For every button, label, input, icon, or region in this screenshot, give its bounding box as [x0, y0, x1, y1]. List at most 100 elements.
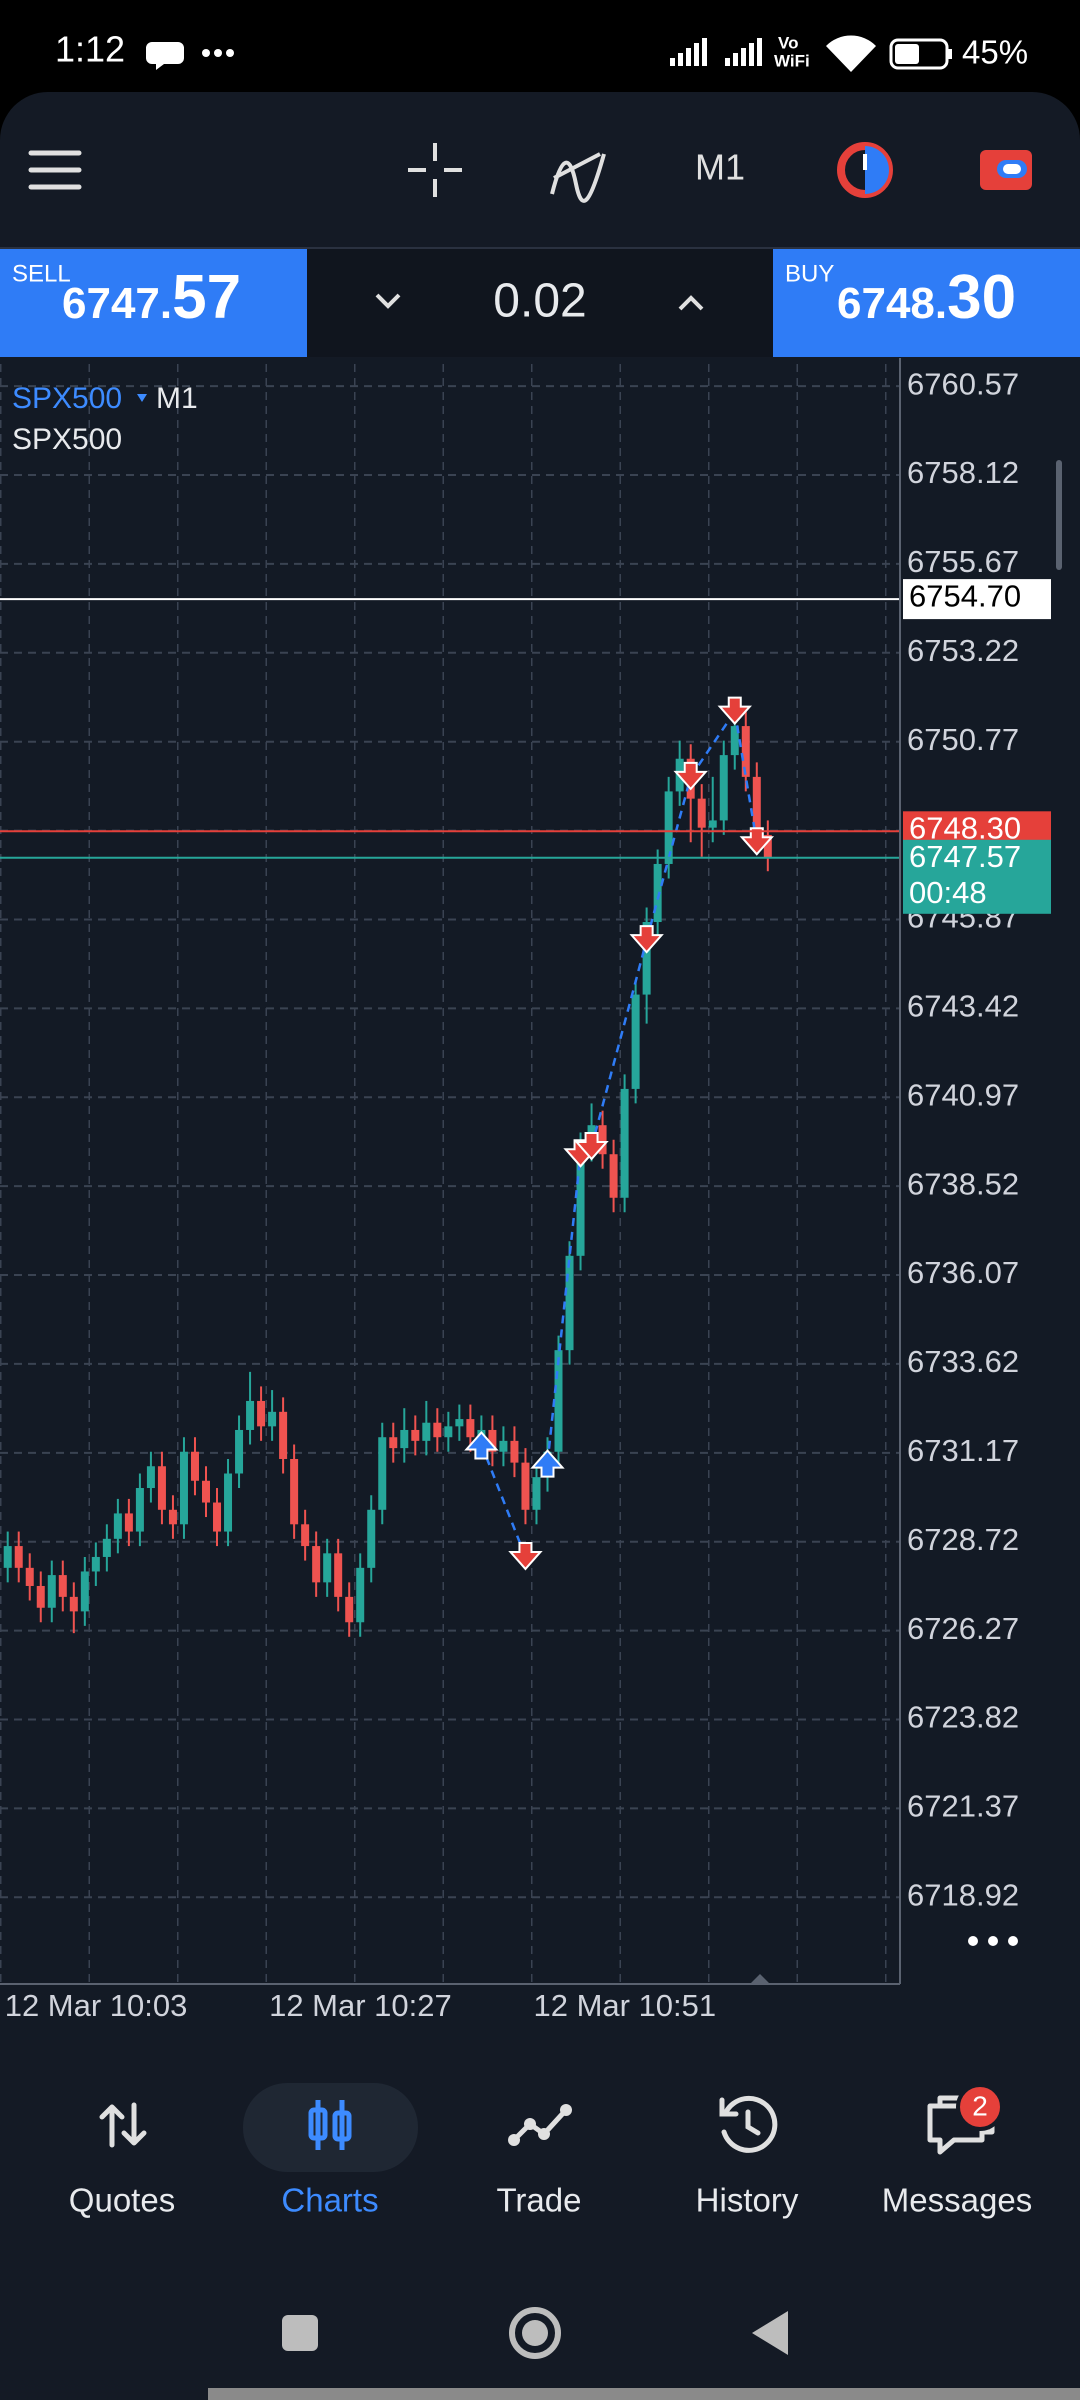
buy-button[interactable]: [773, 249, 1080, 357]
y-tick-label: 6740.97: [907, 1077, 1019, 1112]
symbol-label[interactable]: SPX500: [12, 382, 122, 415]
scroll-marker: [750, 1974, 770, 1984]
candle-body: [719, 755, 728, 821]
candle-body: [135, 1488, 144, 1532]
x-tick-label: 12 Mar 10:03: [5, 1988, 188, 2023]
sell-price-big: 57: [172, 263, 241, 332]
candle-body: [741, 726, 750, 777]
buy-price-big: 30: [947, 263, 1016, 332]
candle-body: [510, 1440, 519, 1463]
recents-button[interactable]: [282, 2315, 318, 2351]
y-tick-label: 6743.42: [907, 989, 1019, 1024]
countdown-label: 00:48: [909, 875, 987, 910]
candle-body: [290, 1458, 299, 1525]
status-wifi-text: WiFi: [774, 51, 810, 70]
status-vo: Vo: [778, 33, 798, 52]
candle-body: [609, 1154, 618, 1198]
candle-body: [367, 1509, 376, 1568]
candle-body: [444, 1426, 453, 1438]
candle-body: [124, 1513, 133, 1532]
y-tick-label: 6721.37: [907, 1789, 1019, 1824]
sell-arrow: [739, 827, 775, 856]
sell-price-main: 6747.: [62, 279, 172, 328]
candle-body: [400, 1429, 409, 1449]
candle-body: [345, 1596, 354, 1623]
candle-body: [69, 1596, 78, 1612]
candle-body: [521, 1462, 530, 1510]
y-tick-label: 6733.62: [907, 1344, 1019, 1379]
candle-body: [246, 1400, 255, 1430]
lot-decrease[interactable]: [375, 293, 401, 309]
clock-button[interactable]: [837, 142, 893, 198]
home-button[interactable]: [509, 2307, 561, 2359]
status-time: 1:12: [55, 29, 125, 70]
candle-body: [80, 1571, 89, 1612]
timeframe-label: M1: [156, 382, 198, 415]
candle-body: [301, 1524, 310, 1547]
candle-body: [433, 1422, 442, 1438]
candle-body: [455, 1419, 464, 1427]
status-dots: [202, 49, 234, 57]
candle-body: [224, 1473, 233, 1532]
battery-level: [895, 44, 919, 64]
price-label: 6748.30: [909, 810, 1021, 845]
candle-body: [47, 1575, 56, 1608]
indicator-label: SPX500: [12, 423, 122, 456]
candle-body: [488, 1429, 497, 1452]
more-button[interactable]: [968, 1936, 1018, 1946]
nav-charts[interactable]: Charts: [281, 2182, 378, 2219]
lot-size[interactable]: 0.02: [493, 275, 586, 328]
price-label-box: [903, 579, 1051, 620]
menu-button[interactable]: [28, 150, 82, 190]
symbol-menu[interactable]: [137, 394, 147, 402]
indicators-button[interactable]: [550, 152, 606, 203]
crosshair-button[interactable]: [408, 143, 462, 197]
candle-body: [598, 1125, 607, 1155]
y-tick-label: 6753.22: [907, 633, 1019, 668]
sell-arrow: [673, 761, 708, 791]
candle-body: [752, 776, 761, 835]
quotes-icon[interactable]: [99, 2102, 147, 2148]
timeframe-button[interactable]: M1: [695, 147, 745, 188]
price-label-box: [903, 839, 1051, 914]
candle-body: [642, 922, 651, 995]
candle-body: [157, 1466, 166, 1510]
history-icon[interactable]: [719, 2095, 778, 2153]
y-tick-label: 6731.17: [907, 1433, 1019, 1468]
candle-body: [58, 1575, 67, 1597]
candle-body: [323, 1553, 332, 1583]
scrollbar: [1056, 460, 1062, 570]
candle-body: [36, 1585, 45, 1608]
sell-button[interactable]: [0, 249, 307, 357]
lot-increase[interactable]: [678, 295, 704, 311]
trade-button[interactable]: [980, 150, 1032, 190]
candle-body: [268, 1411, 277, 1427]
candle-body: [91, 1556, 100, 1572]
candle-body: [14, 1546, 23, 1568]
buy-price: 6748.30: [837, 263, 1016, 332]
candle-body: [554, 1350, 563, 1452]
nav-messages[interactable]: Messages: [882, 2182, 1032, 2219]
y-tick-label: 6736.07: [907, 1255, 1019, 1290]
candle-body: [653, 863, 662, 923]
buy-price-main: 6748.: [837, 279, 947, 328]
battery-text: 45%: [962, 34, 1028, 71]
candle-body: [565, 1255, 574, 1351]
trade-icon[interactable]: [508, 2104, 572, 2146]
candle-body: [466, 1419, 475, 1438]
nav-trade[interactable]: Trade: [497, 2182, 582, 2219]
y-tick-label: 6750.77: [907, 722, 1019, 757]
candle-body: [411, 1429, 420, 1441]
charts-icon[interactable]: [308, 2100, 352, 2150]
nav-history[interactable]: History: [696, 2182, 799, 2219]
buy-label: BUY: [785, 260, 834, 287]
sell-arrow: [717, 696, 752, 726]
back-button[interactable]: [752, 2311, 788, 2355]
candle-body: [235, 1429, 244, 1474]
candle-body: [113, 1513, 122, 1539]
wifi-icon: [826, 35, 876, 72]
y-tick-label: 6728.72: [907, 1522, 1019, 1557]
y-tick-label: 6726.27: [907, 1611, 1019, 1646]
nav-quotes[interactable]: Quotes: [69, 2182, 175, 2219]
candle-body: [334, 1553, 343, 1597]
